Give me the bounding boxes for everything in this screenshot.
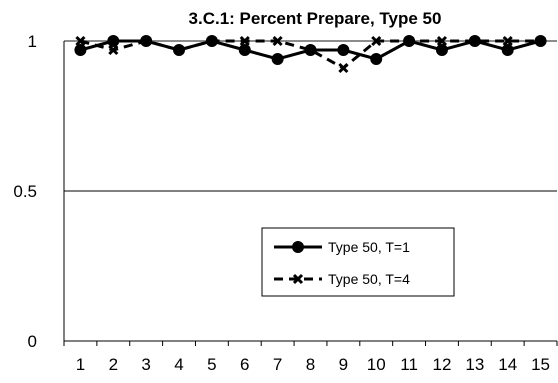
y-tick-label-1: 0.5 bbox=[13, 182, 37, 201]
series-2-point-9-stroke-b bbox=[338, 62, 349, 74]
series-1-point-15 bbox=[534, 35, 547, 47]
series-1-point-2 bbox=[107, 35, 120, 47]
x-tick-label-7: 7 bbox=[273, 355, 282, 374]
series-1-point-9 bbox=[337, 44, 350, 56]
legend-marker-2 bbox=[292, 273, 304, 285]
series-1-point-12 bbox=[435, 44, 448, 56]
series-2-point-14 bbox=[502, 35, 513, 47]
x-tick-label-13: 13 bbox=[465, 355, 484, 374]
series-2-point-6-stroke-b bbox=[239, 35, 250, 47]
series-2-point-1 bbox=[75, 35, 86, 47]
axes: 00.511 2 3 4 5 6 7 8 9 10 11 12 13 14 15 bbox=[13, 32, 558, 374]
x-tick-label-14: 14 bbox=[498, 355, 517, 374]
series-1-point-3 bbox=[140, 35, 153, 47]
series-1-point-8 bbox=[304, 44, 317, 56]
x-tick-label-2: 2 bbox=[109, 355, 118, 374]
series-1-point-5 bbox=[205, 35, 218, 47]
series-1-point-4 bbox=[173, 44, 186, 56]
y-tick-label-2: 1 bbox=[28, 32, 37, 51]
x-tick-label-1: 1 bbox=[76, 355, 85, 374]
series-1 bbox=[74, 35, 547, 65]
series-2-point-9 bbox=[338, 62, 349, 74]
legend-box bbox=[261, 227, 455, 297]
series-layer bbox=[74, 35, 547, 74]
x-tick-label-6: 6 bbox=[240, 355, 249, 374]
legend-marker-1 bbox=[292, 241, 304, 253]
series-2-point-2-stroke-b bbox=[108, 44, 119, 56]
series-1-point-13 bbox=[468, 35, 481, 47]
series-2-point-6 bbox=[239, 35, 250, 47]
chart-title: 3.C.1: Percent Prepare, Type 50 bbox=[189, 9, 442, 28]
series-1-point-10 bbox=[370, 53, 383, 65]
series-1-point-7 bbox=[271, 53, 284, 65]
x-tick-label-5: 5 bbox=[207, 355, 216, 374]
series-2-point-1-stroke-b bbox=[75, 35, 86, 47]
series-2-point-10-stroke-b bbox=[371, 35, 382, 47]
y-tick-label-0: 0 bbox=[28, 332, 37, 351]
series-2-point-7 bbox=[272, 35, 283, 47]
x-tick-label-4: 4 bbox=[174, 355, 183, 374]
series-2-point-14-stroke-b bbox=[502, 35, 513, 47]
series-2-point-10 bbox=[371, 35, 382, 47]
legend: Type 50, T=1 Type 50, T=4 bbox=[261, 227, 455, 297]
legend-marker-2-stroke-b bbox=[292, 273, 304, 285]
series-1-point-1 bbox=[74, 44, 87, 56]
series-1-point-6 bbox=[238, 44, 251, 56]
x-tick-label-11: 11 bbox=[400, 355, 418, 374]
series-1-point-11 bbox=[403, 35, 416, 47]
x-tick-label-3: 3 bbox=[141, 355, 150, 374]
series-1-point-14 bbox=[501, 44, 514, 56]
series-2-point-7-stroke-b bbox=[272, 35, 283, 47]
x-tick-label-10: 10 bbox=[367, 355, 386, 374]
x-tick-label-15: 15 bbox=[531, 355, 550, 374]
series-2-point-12 bbox=[436, 35, 448, 47]
x-tick-label-12: 12 bbox=[433, 355, 452, 374]
x-tick-label-8: 8 bbox=[306, 355, 315, 374]
legend-label-2: Type 50, T=4 bbox=[328, 271, 410, 287]
x-tick-label-9: 9 bbox=[339, 355, 348, 374]
legend-label-1: Type 50, T=1 bbox=[328, 239, 410, 255]
gridlines bbox=[64, 40, 557, 192]
series-2-point-12-stroke-b bbox=[436, 35, 448, 47]
series-2-point-2 bbox=[108, 44, 119, 56]
